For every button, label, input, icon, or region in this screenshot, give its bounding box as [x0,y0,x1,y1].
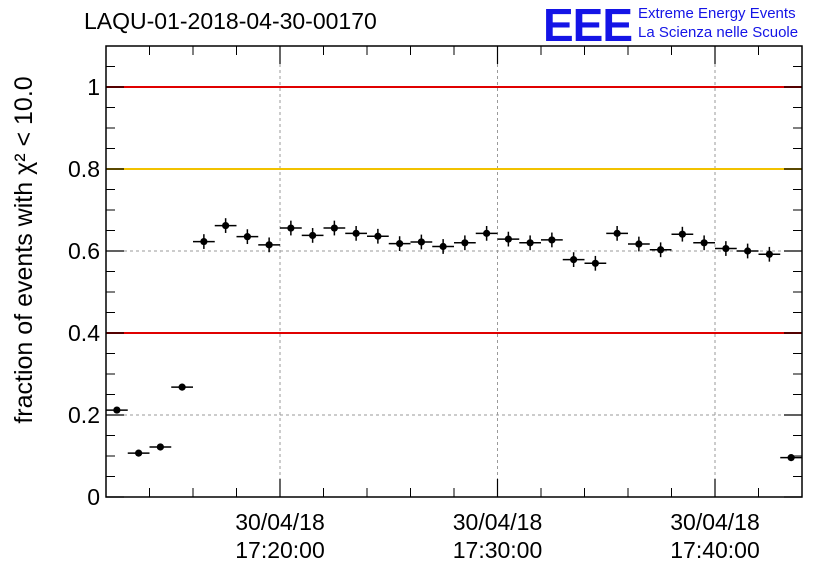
data-marker [287,224,295,232]
data-point [258,237,280,253]
data-point [606,225,628,241]
data-point [171,383,193,391]
data-marker [200,237,208,246]
eee-logo: EEE [543,0,633,51]
data-point [628,236,650,252]
grid-lines [106,46,802,497]
data-marker [548,236,556,244]
data-point [671,226,694,242]
data-marker [243,233,251,241]
data-point [541,232,563,248]
data-point [715,241,737,256]
data-marker [352,229,360,237]
y-tick-label: 0.6 [68,238,100,264]
data-marker [678,230,686,238]
data-point [584,255,607,271]
data-marker [156,443,164,451]
data-point [301,228,324,243]
x-tick-label-time: 17:40:00 [670,537,760,563]
data-marker [374,232,382,240]
data-points [106,218,802,462]
data-point [519,235,541,251]
x-tick-labels: 30/04/1817:20:0030/04/1817:30:0030/04/18… [235,509,760,563]
data-point [280,220,302,236]
logo-line-1: Extreme Energy Events [638,5,796,22]
data-point [475,225,498,241]
data-marker [330,224,338,232]
x-tick-label-time: 17:30:00 [453,537,543,563]
data-point [693,235,715,251]
data-marker [744,247,752,255]
data-point [649,242,672,258]
data-marker [135,449,143,457]
data-marker [657,246,665,254]
data-point [432,239,454,254]
data-marker [635,240,643,248]
data-marker [722,244,730,253]
data-marker [439,242,447,251]
data-marker [700,239,708,247]
x-tick-label-time: 17:20:00 [235,537,325,563]
logo-caption: Extreme Energy Events La Scienza nelle S… [638,4,798,42]
data-point [758,246,781,262]
y-axis-label: fraction of events with χ² < 10.0 [10,76,38,423]
data-point [236,229,259,245]
data-marker [461,239,469,247]
data-marker [526,239,534,247]
data-point [345,225,367,241]
y-tick-label: 0.4 [68,320,100,346]
x-tick-label-date: 30/04/18 [453,509,543,535]
data-point [454,235,476,251]
data-marker [591,259,599,267]
data-marker [417,238,425,246]
y-tick-label: 0.2 [68,402,100,428]
data-point [149,443,172,451]
data-marker [396,240,404,248]
data-marker [613,229,621,237]
data-marker [504,235,512,243]
data-point [780,454,802,462]
data-marker [570,256,578,264]
data-marker [765,250,773,258]
y-tick-label: 1 [87,74,100,100]
data-marker [222,221,230,230]
data-point [388,236,411,251]
data-point [367,228,389,244]
x-tick-label-date: 30/04/18 [670,509,760,535]
data-point [127,449,150,457]
data-point [497,231,520,247]
data-marker [113,406,121,414]
data-point [193,234,215,249]
data-point [214,218,237,233]
data-marker [178,383,186,391]
data-point [323,220,346,236]
y-tick-label: 0 [87,484,100,510]
logo-line-2: La Scienza nelle Scuole [638,24,799,41]
data-point [562,252,585,267]
data-marker [787,454,795,462]
data-marker [265,241,273,249]
x-tick-label-date: 30/04/18 [235,509,325,535]
data-marker [483,229,491,237]
axis-ticks [105,45,803,498]
plot-frame [105,45,803,498]
data-point [410,234,433,250]
data-marker [309,231,317,240]
y-tick-labels: 0 0.2 0.4 0.6 0.8 1 [68,74,100,510]
reference-lines [106,86,802,334]
y-tick-label: 0.8 [68,156,100,182]
data-point [106,406,128,414]
chart-title: LAQU-01-2018-04-30-00170 [84,8,377,34]
data-point [736,243,759,259]
